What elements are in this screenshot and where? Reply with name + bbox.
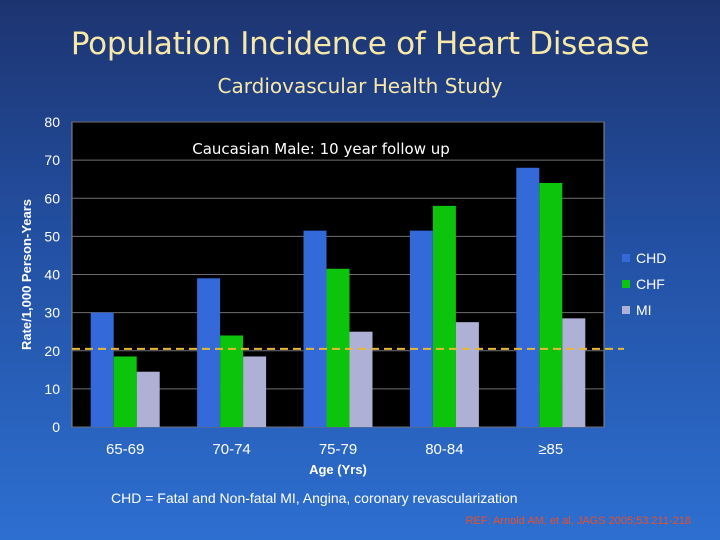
slide-title: Population Incidence of Heart Disease xyxy=(70,26,650,62)
chart-title: Caucasian Male: 10 year follow up xyxy=(192,140,450,158)
legend-swatch-mi xyxy=(622,306,630,314)
bar-chart: 0 10 20 30 40 50 60 70 80 65-69 70-74 75-79 80-84 ≥8… xyxy=(19,114,666,477)
bar-mi-3 xyxy=(455,322,479,427)
y-tick-label: 10 xyxy=(44,381,60,397)
legend: CHD CHF MI xyxy=(622,250,666,318)
bar-mi-0 xyxy=(136,371,160,427)
x-tick-label: 75-79 xyxy=(319,441,357,458)
bar-chd-1 xyxy=(197,278,221,427)
y-tick-label: 60 xyxy=(44,190,60,206)
bar-chd-2 xyxy=(303,230,327,427)
x-tick-label: ≥85 xyxy=(538,441,563,458)
y-tick-label: 30 xyxy=(44,305,60,321)
bar-chd-4 xyxy=(516,167,540,427)
y-tick-label: 50 xyxy=(44,228,60,244)
y-tick-label: 40 xyxy=(44,267,60,283)
footnote: CHD = Fatal and Non-fatal MI, Angina, co… xyxy=(111,490,518,506)
legend-swatch-chf xyxy=(622,280,630,288)
bar-chf-4 xyxy=(539,183,563,427)
y-tick-label: 70 xyxy=(44,152,60,168)
bar-mi-4 xyxy=(562,318,586,427)
x-tick-label: 70-74 xyxy=(212,441,250,458)
bar-chd-0 xyxy=(90,312,114,427)
bar-chf-3 xyxy=(432,205,456,427)
y-tick-label: 0 xyxy=(52,419,60,435)
y-tick-label: 80 xyxy=(44,114,60,130)
bar-chf-1 xyxy=(220,335,244,427)
bar-chf-0 xyxy=(113,356,137,427)
bar-chd-3 xyxy=(409,230,433,427)
slide-subtitle: Cardiovascular Health Study xyxy=(217,74,503,98)
x-tick-label: 65-69 xyxy=(106,441,144,458)
legend-label-chf: CHF xyxy=(636,276,665,292)
x-tick-label: 80-84 xyxy=(425,441,463,458)
legend-label-chd: CHD xyxy=(636,250,666,266)
reference-citation: REF: Arnold AM, et al, JAGS 2005;53:211-… xyxy=(465,515,691,527)
y-tick-label: 20 xyxy=(44,343,60,359)
y-axis-label: Rate/1,000 Person-Years xyxy=(19,199,34,350)
legend-swatch-chd xyxy=(622,254,630,262)
x-axis-label: Age (Yrs) xyxy=(309,462,367,477)
bar-mi-1 xyxy=(243,356,267,427)
bar-mi-2 xyxy=(349,331,373,427)
legend-label-mi: MI xyxy=(636,302,652,318)
